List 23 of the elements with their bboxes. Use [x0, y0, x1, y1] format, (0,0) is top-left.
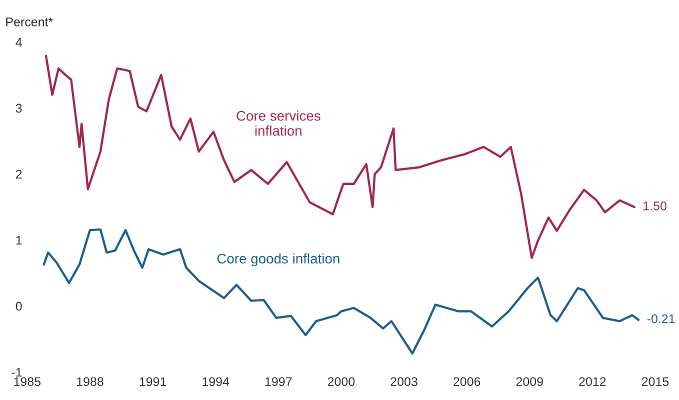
y-tick-label: 0: [16, 302, 22, 311]
series-label: Core goods inflation: [217, 253, 340, 266]
x-tick-label: 1991: [140, 377, 166, 386]
x-tick-label: 1988: [77, 377, 104, 386]
y-axis-title: Percent*: [6, 18, 53, 26]
line-series: [42, 228, 640, 355]
annotation: -0.21: [647, 314, 675, 324]
x-tick-label: 1997: [265, 377, 292, 386]
y-tick-label: 4: [16, 38, 22, 47]
annotation: 1.50: [644, 202, 666, 210]
x-tick-label: 2015: [642, 377, 669, 386]
x-tick-label: 2009: [516, 377, 543, 386]
y-tick-label: 3: [16, 104, 22, 113]
x-tick-label: 2012: [579, 377, 606, 386]
x-tick-label: 2003: [390, 377, 418, 386]
x-tick-label: 2000: [328, 377, 355, 386]
y-tick-label: -1: [12, 368, 22, 377]
x-tick-label: 1994: [202, 377, 230, 386]
x-tick-label: 1985: [14, 377, 41, 386]
y-tick-label: 2: [16, 170, 22, 179]
x-tick-label: 2006: [454, 377, 480, 386]
series-label: Core services inflation: [236, 110, 320, 136]
y-tick-label: 1: [16, 236, 22, 245]
